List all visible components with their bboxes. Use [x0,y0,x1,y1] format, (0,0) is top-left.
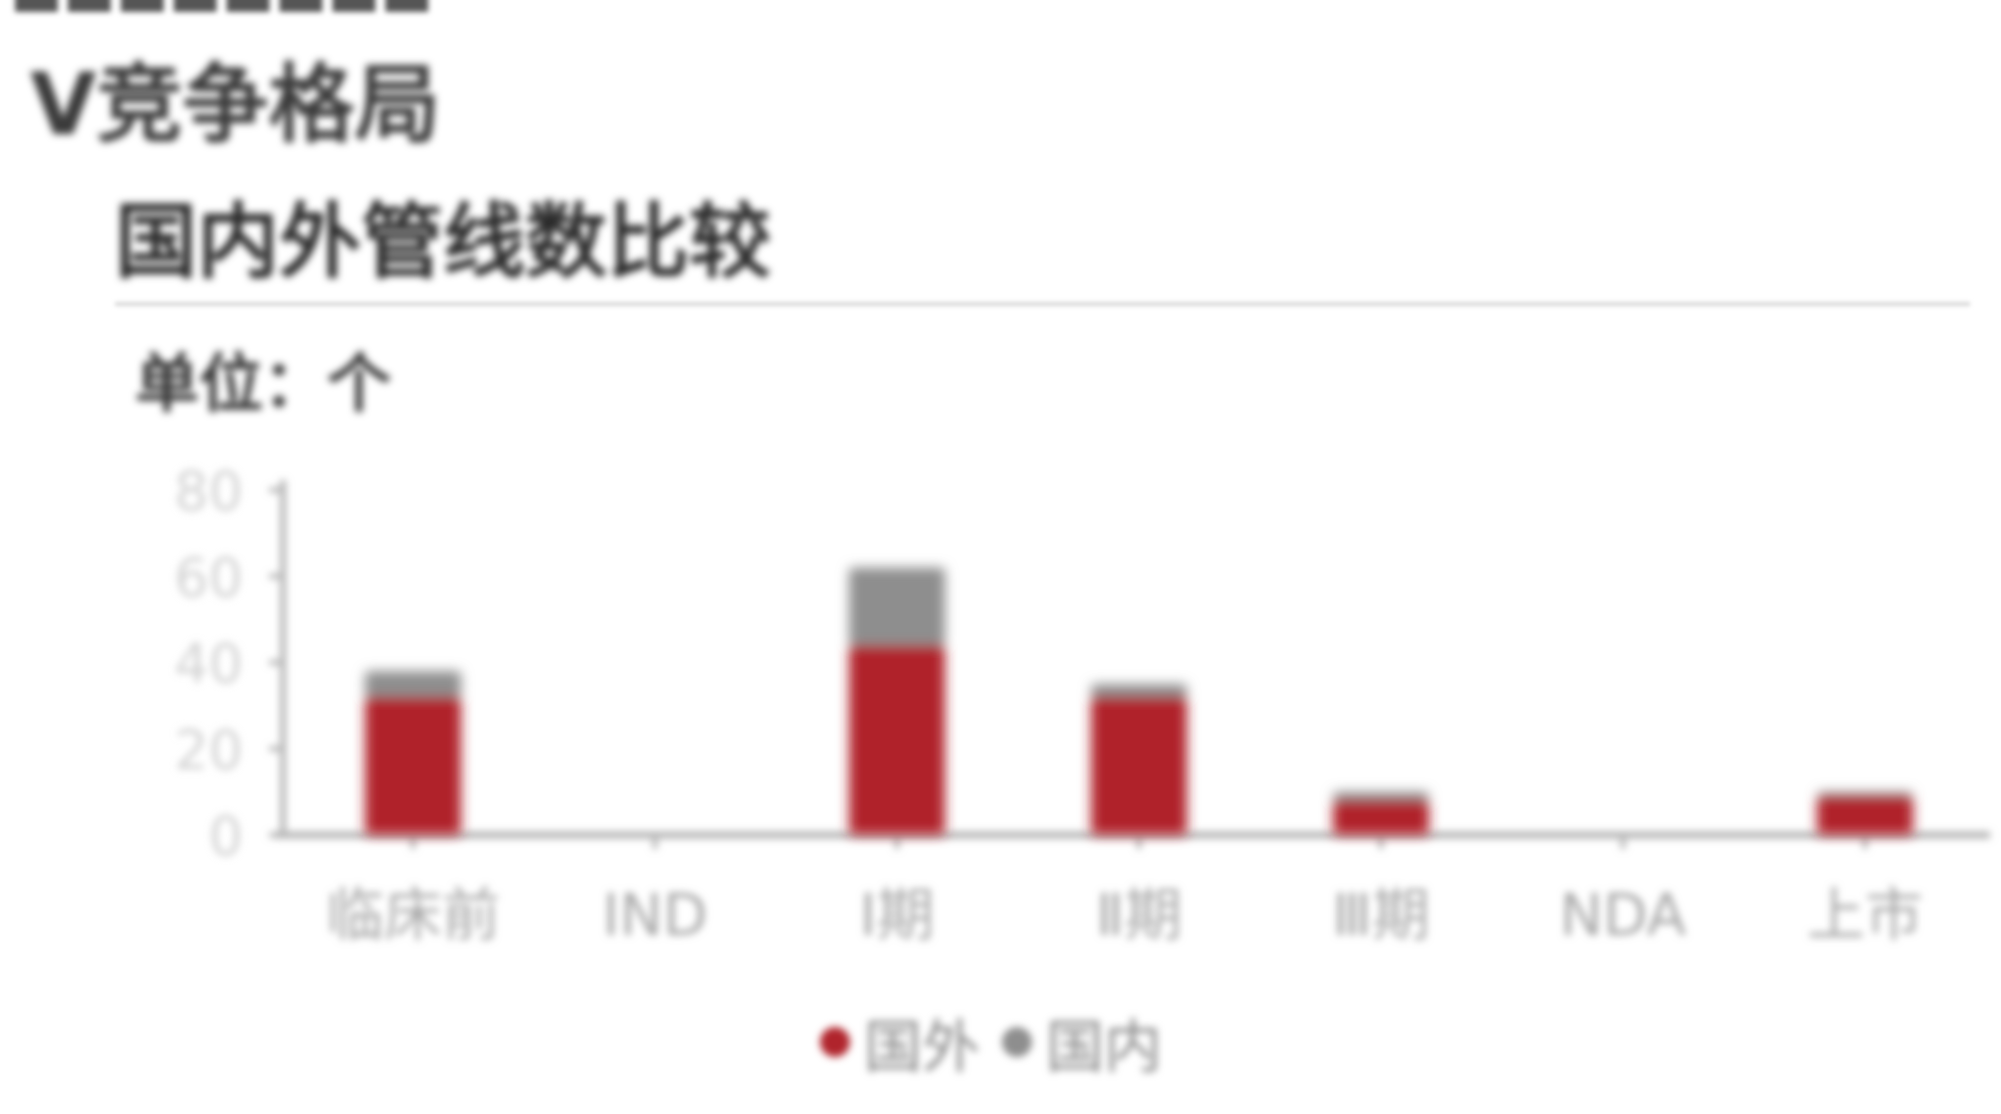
bar-foreign-2 [849,645,945,835]
x-tick-label: Ⅲ期 [1332,881,1430,949]
clipped-heading-fragment: ■■■■■■■■ [10,0,433,19]
x-tick-label: 上市 [1807,881,1923,949]
y-tick-label: 20 [174,719,243,782]
bar-domestic-4 [1333,791,1429,801]
bar-foreign-4 [1333,800,1429,835]
legend-swatch-domestic [1002,1027,1033,1057]
bar-domestic-0 [365,671,461,697]
x-tick-label: 临床前 [326,881,500,949]
legend-swatch-foreign [820,1027,850,1057]
bar-domestic-6 [1817,791,1913,797]
legend-label-foreign: 国外 [864,1013,981,1081]
bar-foreign-6 [1817,796,1913,835]
x-tick-label: IND [602,881,707,949]
x-tick-label: NDA [1560,881,1687,949]
y-tick-label: 0 [209,805,243,868]
y-tick-label: 80 [174,460,243,523]
unit-label: 单位：个 [135,348,391,422]
bar-foreign-0 [365,697,461,835]
section-title: Ⅴ竞争格局 [30,55,441,155]
bar-foreign-3 [1091,697,1187,835]
chart-labels: 0 20 40 60 80 临床前 IND Ⅰ期 Ⅱ期 Ⅲ期 NDA 上市 [174,460,1923,949]
x-tick-label: Ⅱ期 [1096,881,1183,949]
chart-legend: 国外 国内 [820,1000,1162,1084]
bar-domestic-2 [849,567,945,646]
legend-item-domestic: 国内 [1002,1000,1162,1084]
x-tick-label: Ⅰ期 [859,881,934,949]
y-tick-label: 60 [174,546,243,609]
chart-title: 国内外管线数比较 [115,195,772,290]
legend-item-foreign: 国外 [820,1000,980,1084]
y-tick-label: 40 [174,633,243,696]
bar-domestic-3 [1091,684,1187,697]
title-divider [115,302,1970,306]
chart-bars [365,567,1913,835]
legend-label-domestic: 国内 [1046,1013,1163,1081]
